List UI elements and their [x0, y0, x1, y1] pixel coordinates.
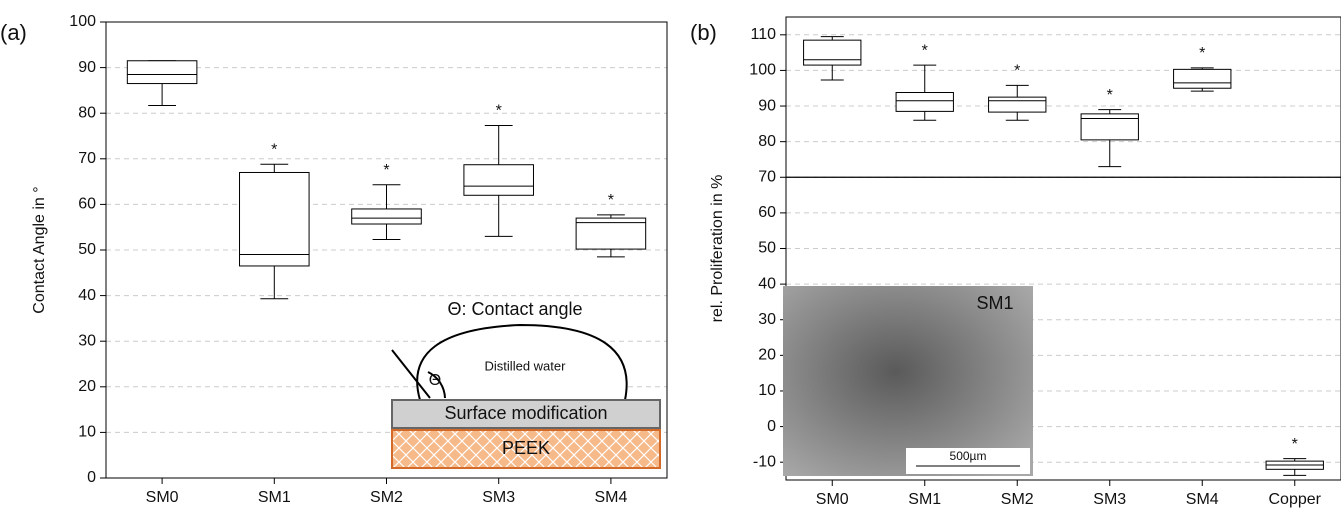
x-tick-label: SM1	[258, 489, 291, 506]
y-tick-label: 30	[78, 332, 96, 349]
panel-label: (a)	[0, 20, 27, 45]
y-tick-label: 10	[758, 382, 776, 399]
x-tick-label: SM2	[1001, 491, 1034, 508]
significance-marker: *	[383, 162, 389, 179]
contact-angle-diagram: Θ: Contact angle Distilled water ΘSurface …	[391, 299, 661, 469]
x-tick-label: SM0	[816, 491, 849, 508]
significance-marker: *	[1014, 63, 1020, 80]
box	[463, 164, 534, 196]
x-tick-label: SM4	[1186, 491, 1219, 508]
y-tick-label: 70	[758, 168, 776, 185]
significance-marker: *	[271, 141, 277, 158]
box	[126, 60, 198, 85]
y-tick-label: 40	[758, 275, 776, 292]
significance-marker: *	[1292, 436, 1298, 453]
y-tick-label: 10	[78, 424, 96, 441]
x-tick-label: SM4	[594, 489, 627, 506]
inset-drop: Distilled water	[485, 358, 567, 373]
surface-layer	[391, 399, 661, 429]
substrate	[391, 429, 661, 469]
y-tick-label: 0	[87, 469, 96, 486]
x-tick-label: SM3	[1093, 491, 1126, 508]
plot-frame	[785, 16, 1341, 481]
x-tick-label: SM2	[370, 489, 403, 506]
panel-label: (b)	[690, 20, 717, 45]
y-tick-label: 20	[78, 378, 96, 395]
y-tick-label: 110	[750, 26, 776, 43]
box	[351, 208, 422, 225]
box	[1080, 113, 1139, 141]
box	[1173, 68, 1232, 89]
x-tick-label: SM1	[908, 491, 941, 508]
y-axis-label: rel. Proliferation in %	[709, 175, 726, 323]
box	[895, 92, 954, 112]
inset-scale: 500µm	[950, 449, 987, 463]
y-tick-label: 40	[78, 287, 96, 304]
y-tick-label: 70	[78, 150, 96, 167]
y-tick-label: 50	[78, 241, 96, 258]
significance-marker: *	[1199, 45, 1205, 62]
angle-lines	[391, 349, 446, 399]
box	[803, 39, 862, 66]
box	[239, 171, 310, 267]
inset-substrate: PEEK	[502, 438, 550, 458]
y-tick-label: 100	[749, 62, 776, 79]
scale-box	[906, 448, 1030, 474]
x-tick-label: Copper	[1269, 491, 1322, 508]
x-tick-label: SM3	[482, 489, 515, 506]
box	[988, 96, 1047, 113]
significance-marker: *	[608, 192, 614, 209]
inset-label: SM1	[976, 293, 1013, 313]
y-tick-label: 30	[758, 311, 776, 328]
inset-title: Θ: Contact angle	[447, 299, 582, 319]
micrograph-inset: SM1 500µm	[783, 286, 1033, 476]
y-tick-label: 90	[78, 59, 96, 76]
x-tick-label: SM0	[146, 489, 179, 506]
y-tick-label: 80	[78, 104, 96, 121]
inset-layer: Surface modification	[444, 403, 607, 423]
y-tick-label: 0	[767, 418, 776, 435]
y-tick-label: 60	[78, 196, 96, 213]
significance-marker: *	[922, 42, 928, 59]
y-tick-label: 60	[758, 204, 776, 221]
y-tick-label: 80	[758, 133, 776, 150]
y-axis-label: Contact Angle in °	[31, 186, 48, 313]
y-tick-label: -10	[753, 453, 776, 470]
significance-marker: *	[496, 103, 502, 120]
y-tick-label: 90	[758, 97, 776, 114]
box	[575, 217, 647, 250]
y-tick-label: 50	[758, 240, 776, 257]
significance-marker: *	[1107, 87, 1113, 104]
inset-angle: Θ	[429, 372, 441, 389]
y-tick-label: 20	[758, 347, 776, 364]
micrograph	[783, 286, 1033, 476]
droplet	[416, 323, 628, 401]
y-tick-label: 100	[69, 13, 96, 30]
